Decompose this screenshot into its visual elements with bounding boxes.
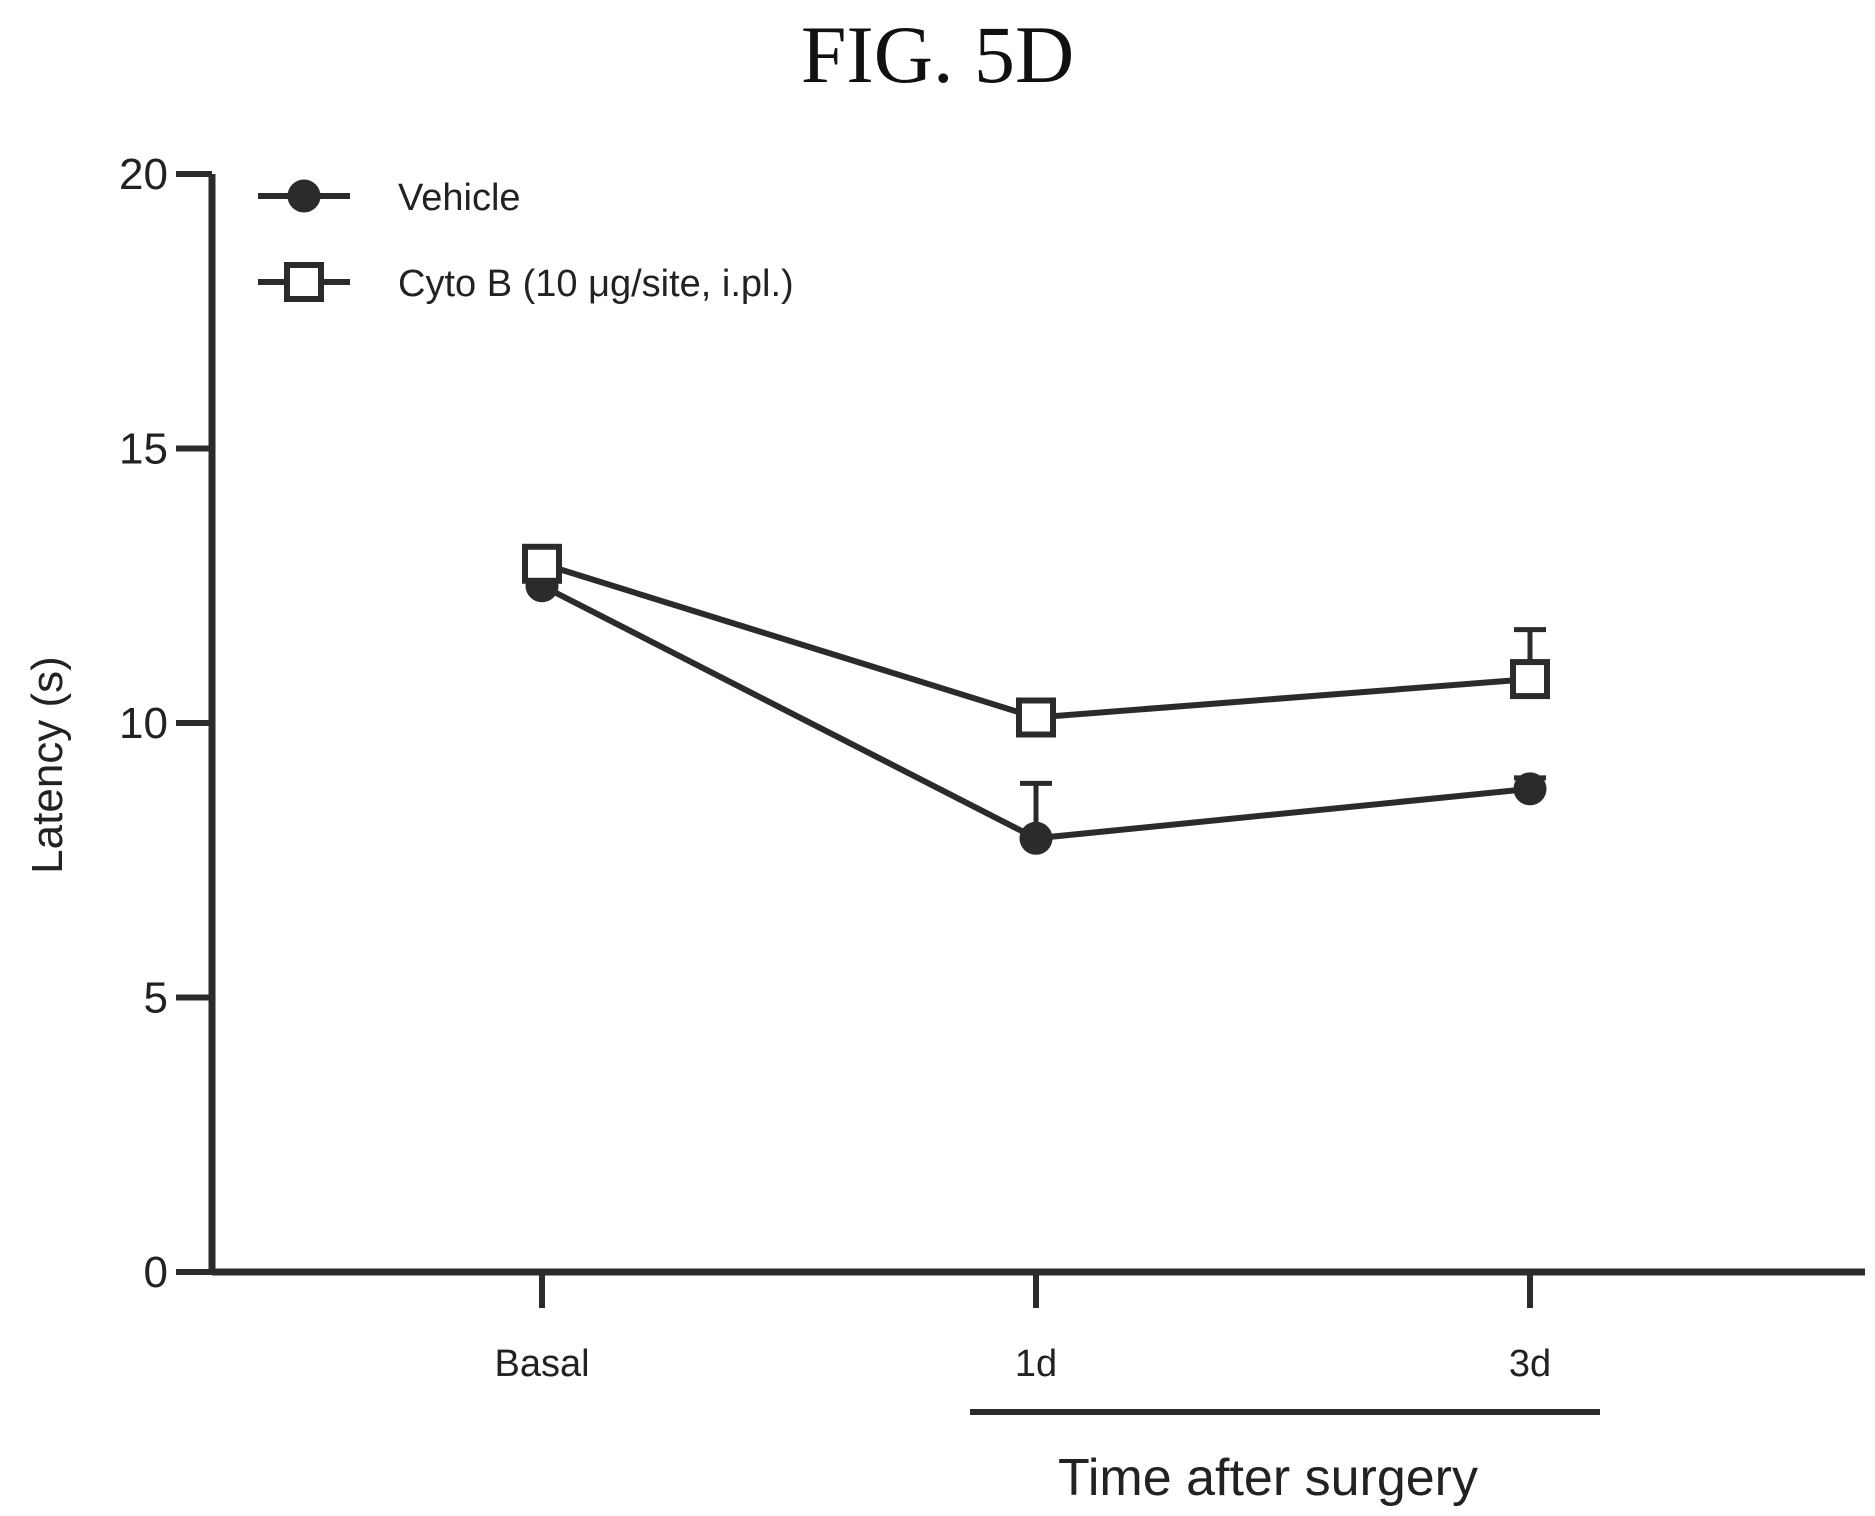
y-axis-title: Latency (s): [23, 656, 72, 874]
x-tick-label: 1d: [1015, 1343, 1057, 1385]
series-vehicle: [525, 566, 1547, 855]
legend-label: Cyto B (10 μg/site, i.pl.): [398, 263, 794, 305]
series-layer: [522, 543, 1550, 855]
legend-marker: [287, 179, 321, 213]
legend-label: Vehicle: [398, 177, 521, 219]
x-axis: Basal 1d 3d: [212, 1268, 1865, 1385]
legend-item: Vehicle: [258, 177, 521, 219]
y-tick-label: 0: [144, 1248, 168, 1297]
x-tick-label: 3d: [1509, 1343, 1551, 1385]
y-axis: 0 5 10 15 20: [119, 150, 216, 1297]
data-point: [1016, 697, 1056, 738]
data-point: [1019, 821, 1053, 855]
y-tick-label: 5: [144, 974, 168, 1023]
series-cyto-b: [522, 543, 1550, 738]
figure-title: FIG. 5D: [800, 9, 1075, 100]
y-tick-label: 15: [119, 425, 168, 474]
series-line: [541, 560, 1531, 721]
x-axis-title: Time after surgery: [1058, 1449, 1478, 1507]
x-tick-label: Basal: [494, 1343, 589, 1385]
data-point: [1513, 772, 1547, 806]
legend-item: Cyto B (10 μg/site, i.pl.): [258, 262, 794, 305]
y-tick-label: 20: [119, 150, 168, 199]
y-tick-label: 10: [119, 699, 168, 748]
data-point: [522, 543, 562, 584]
legend-marker: [284, 262, 324, 302]
data-point: [1510, 659, 1550, 700]
legend: Vehicle Cyto B (10 μg/site, i.pl.): [258, 177, 794, 305]
